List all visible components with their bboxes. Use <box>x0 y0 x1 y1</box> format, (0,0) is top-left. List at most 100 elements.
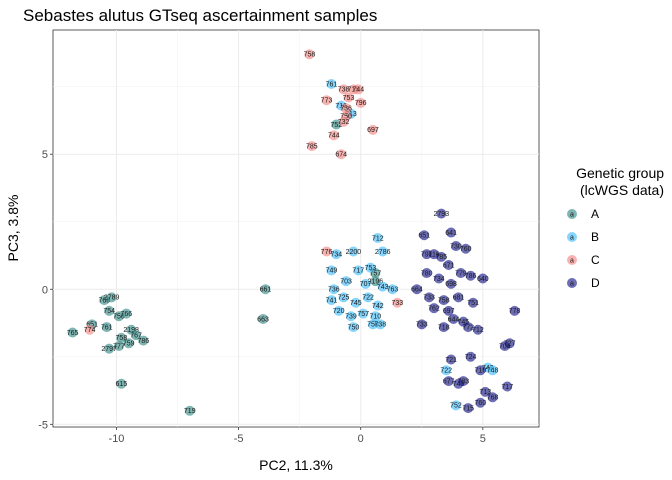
point-label: 736 <box>328 287 340 294</box>
point-label: 750 <box>367 322 379 329</box>
point-label: 719 <box>184 408 196 415</box>
legend-key-c <box>567 255 577 265</box>
data-point-d <box>477 273 488 284</box>
data-point-d <box>453 292 464 303</box>
point-label: 671 <box>443 262 455 269</box>
data-point-b <box>370 311 381 322</box>
point-label: 741 <box>326 297 338 304</box>
point-label: 641 <box>445 230 457 237</box>
legend-key-glyph: a <box>570 211 574 218</box>
data-point-b <box>345 311 356 322</box>
point-label: 615 <box>116 381 128 388</box>
data-point-d <box>499 340 510 351</box>
legend-key-a <box>567 209 577 219</box>
point-label: 725 <box>338 295 350 302</box>
data-point-b <box>487 365 498 376</box>
point-label: 752 <box>330 122 342 129</box>
data-point-d <box>509 305 520 316</box>
point-label: 791 <box>421 251 433 258</box>
data-point-a <box>123 338 134 349</box>
point-label: 2793 <box>434 211 450 218</box>
data-point-b <box>377 246 388 257</box>
point-label: 703 <box>340 278 352 285</box>
point-label: 710 <box>475 368 487 375</box>
data-point-b <box>363 292 374 303</box>
point-label: 738 <box>338 87 350 94</box>
point-label: 748 <box>487 368 499 375</box>
point-label: 760 <box>475 400 487 407</box>
data-point-a <box>370 276 381 287</box>
data-point-d <box>480 386 491 397</box>
legend-title: Genetic group (lcWGS data) <box>576 165 668 198</box>
axis-ticks: -10 -5 0 5 -5 0 5 <box>38 149 486 445</box>
point-label: 663 <box>257 316 269 323</box>
y-axis-title: PC3, 3.8% <box>5 195 21 262</box>
data-point-c <box>355 97 366 108</box>
point-label: 661 <box>260 287 272 294</box>
x-tick-label: -5 <box>234 433 244 445</box>
point-label: 739 <box>345 314 357 321</box>
data-point-d <box>458 376 469 387</box>
data-point-a <box>113 340 124 351</box>
data-point-d <box>433 273 444 284</box>
point-label: 730 <box>450 243 462 250</box>
point-label: 765 <box>67 330 79 337</box>
point-label: 753 <box>343 95 355 102</box>
point-label: 777 <box>113 343 125 350</box>
point-label: 722 <box>440 368 452 375</box>
legend-key-d <box>567 278 577 288</box>
legend: Genetic group (lcWGS data) a Aa Ba Ca D <box>567 165 668 290</box>
data-point-d <box>421 268 432 279</box>
point-label: 757 <box>357 311 369 318</box>
point-label: 763 <box>387 287 399 294</box>
point-label: 778 <box>509 308 521 315</box>
point-label: 745 <box>457 319 469 326</box>
data-point-b <box>441 365 452 376</box>
point-label: 710 <box>370 314 382 321</box>
data-point-c <box>367 124 378 135</box>
legend-key-b <box>567 232 577 242</box>
point-label: 734 <box>433 276 445 283</box>
point-label: 2797 <box>101 346 117 353</box>
data-point-c <box>392 297 403 308</box>
point-label: 720 <box>333 308 345 315</box>
point-label: 753 <box>365 265 377 272</box>
data-point-d <box>468 297 479 308</box>
point-label: 716 <box>428 251 440 258</box>
plot-panel <box>52 29 540 428</box>
point-label: 752 <box>450 403 462 410</box>
data-point-d <box>416 319 427 330</box>
minor-gridlines <box>53 30 539 427</box>
data-point-c <box>321 246 332 257</box>
data-point-d <box>502 381 513 392</box>
point-label: 2786 <box>375 249 391 256</box>
data-point-b <box>350 297 361 308</box>
chart-title: Sebastes alutus GTseq ascertainment samp… <box>23 6 377 25</box>
point-label: 762 <box>428 305 440 312</box>
data-point-c <box>321 95 332 106</box>
x-tick-label: -10 <box>109 433 125 445</box>
data-point-b <box>387 284 398 295</box>
point-label: 734 <box>330 251 342 258</box>
data-point-a <box>101 322 112 333</box>
data-point-c <box>338 116 349 127</box>
point-label: 744 <box>328 133 340 140</box>
data-point-b <box>341 276 352 287</box>
point-label: 786 <box>465 273 477 280</box>
point-label: 749 <box>326 268 338 275</box>
data-point-d <box>448 313 459 324</box>
data-point-b <box>338 292 349 303</box>
data-point-b <box>348 246 359 257</box>
point-label: 754 <box>103 308 115 315</box>
legend-label-a: A <box>591 207 599 221</box>
y-tick-label: 5 <box>42 149 48 161</box>
data-point-b <box>365 262 376 273</box>
data-point-d <box>450 241 461 252</box>
point-label: 721 <box>445 357 457 364</box>
data-point-d <box>463 403 474 414</box>
data-point-c <box>336 149 347 160</box>
data-point-c <box>353 84 364 95</box>
point-label: 745 <box>350 300 362 307</box>
data-point-d <box>463 322 474 333</box>
